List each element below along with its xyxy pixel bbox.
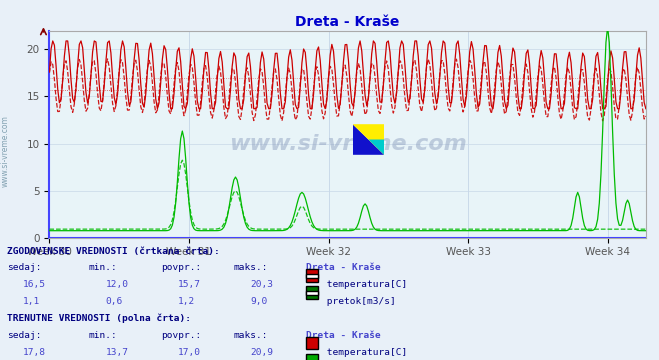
Text: sedaj:: sedaj: — [7, 264, 41, 273]
Text: 12,0: 12,0 — [105, 280, 129, 289]
Title: Dreta - Kraše: Dreta - Kraše — [295, 15, 400, 30]
Text: 9,0: 9,0 — [250, 297, 268, 306]
Text: 20,3: 20,3 — [250, 280, 273, 289]
Text: 16,5: 16,5 — [23, 280, 46, 289]
Text: TRENUTNE VREDNOSTI (polna črta):: TRENUTNE VREDNOSTI (polna črta): — [7, 314, 190, 324]
Text: 15,7: 15,7 — [178, 280, 201, 289]
Text: 13,7: 13,7 — [105, 348, 129, 357]
Text: 1,2: 1,2 — [178, 297, 195, 306]
Text: min.:: min.: — [89, 331, 118, 340]
Text: Dreta - Kraše: Dreta - Kraše — [306, 331, 381, 340]
Text: pretok[m3/s]: pretok[m3/s] — [321, 297, 395, 306]
Text: 17,8: 17,8 — [23, 348, 46, 357]
Text: 1,1: 1,1 — [23, 297, 40, 306]
Text: povpr.:: povpr.: — [161, 331, 202, 340]
Text: maks.:: maks.: — [234, 331, 268, 340]
Text: ZGODOVINSKE VREDNOSTI (črtkana črta):: ZGODOVINSKE VREDNOSTI (črtkana črta): — [7, 247, 219, 256]
Text: 17,0: 17,0 — [178, 348, 201, 357]
Text: 0,6: 0,6 — [105, 297, 123, 306]
Text: Dreta - Kraše: Dreta - Kraše — [306, 264, 381, 273]
Polygon shape — [368, 139, 384, 155]
Text: maks.:: maks.: — [234, 264, 268, 273]
Text: www.si-vreme.com: www.si-vreme.com — [1, 115, 10, 187]
Text: www.si-vreme.com: www.si-vreme.com — [229, 134, 467, 154]
Polygon shape — [353, 124, 384, 155]
Text: 20,9: 20,9 — [250, 348, 273, 357]
Text: min.:: min.: — [89, 264, 118, 273]
Text: sedaj:: sedaj: — [7, 331, 41, 340]
Polygon shape — [353, 124, 384, 155]
Text: temperatura[C]: temperatura[C] — [321, 348, 407, 357]
Text: povpr.:: povpr.: — [161, 264, 202, 273]
Text: temperatura[C]: temperatura[C] — [321, 280, 407, 289]
